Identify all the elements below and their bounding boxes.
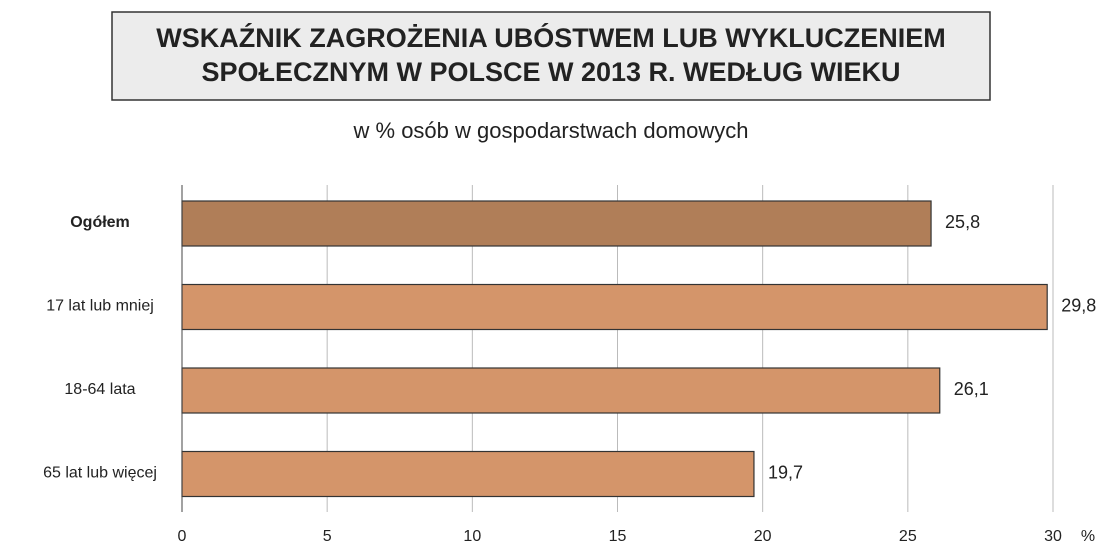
bar [181, 450, 755, 498]
x-axis-label: % [1081, 528, 1095, 545]
x-tick-label: 30 [1044, 528, 1062, 545]
y-tick-label: 65 lat lub więcej [43, 465, 157, 482]
x-tick-label: 15 [609, 528, 627, 545]
chart-title: SPOŁECZNYM W POLSCE W 2013 R. WEDŁUG WIE… [201, 57, 900, 87]
value-label: 19,7 [768, 462, 803, 482]
y-tick-label: 18-64 lata [64, 381, 135, 398]
bar [181, 367, 941, 414]
chart-title: WSKAŹNIK ZAGROŻENIA UBÓSTWEM LUB WYKLUCZ… [156, 22, 945, 53]
bar [181, 200, 932, 247]
bar [181, 283, 1048, 331]
x-tick-label: 5 [323, 528, 332, 545]
x-tick-label: 10 [463, 528, 481, 545]
chart-subtitle: w % osób w gospodarstwach domowych [353, 118, 749, 143]
x-tick-label: 20 [754, 528, 772, 545]
x-tick-label: 0 [178, 528, 187, 545]
y-tick-label: 17 lat lub mniej [46, 298, 154, 315]
value-label: 26,1 [954, 379, 989, 399]
y-tick-label: Ogółem [70, 214, 130, 231]
title-box [111, 11, 991, 101]
x-tick-label: 25 [899, 528, 917, 545]
value-label: 29,8 [1061, 295, 1096, 315]
value-label: 25,8 [945, 212, 980, 232]
